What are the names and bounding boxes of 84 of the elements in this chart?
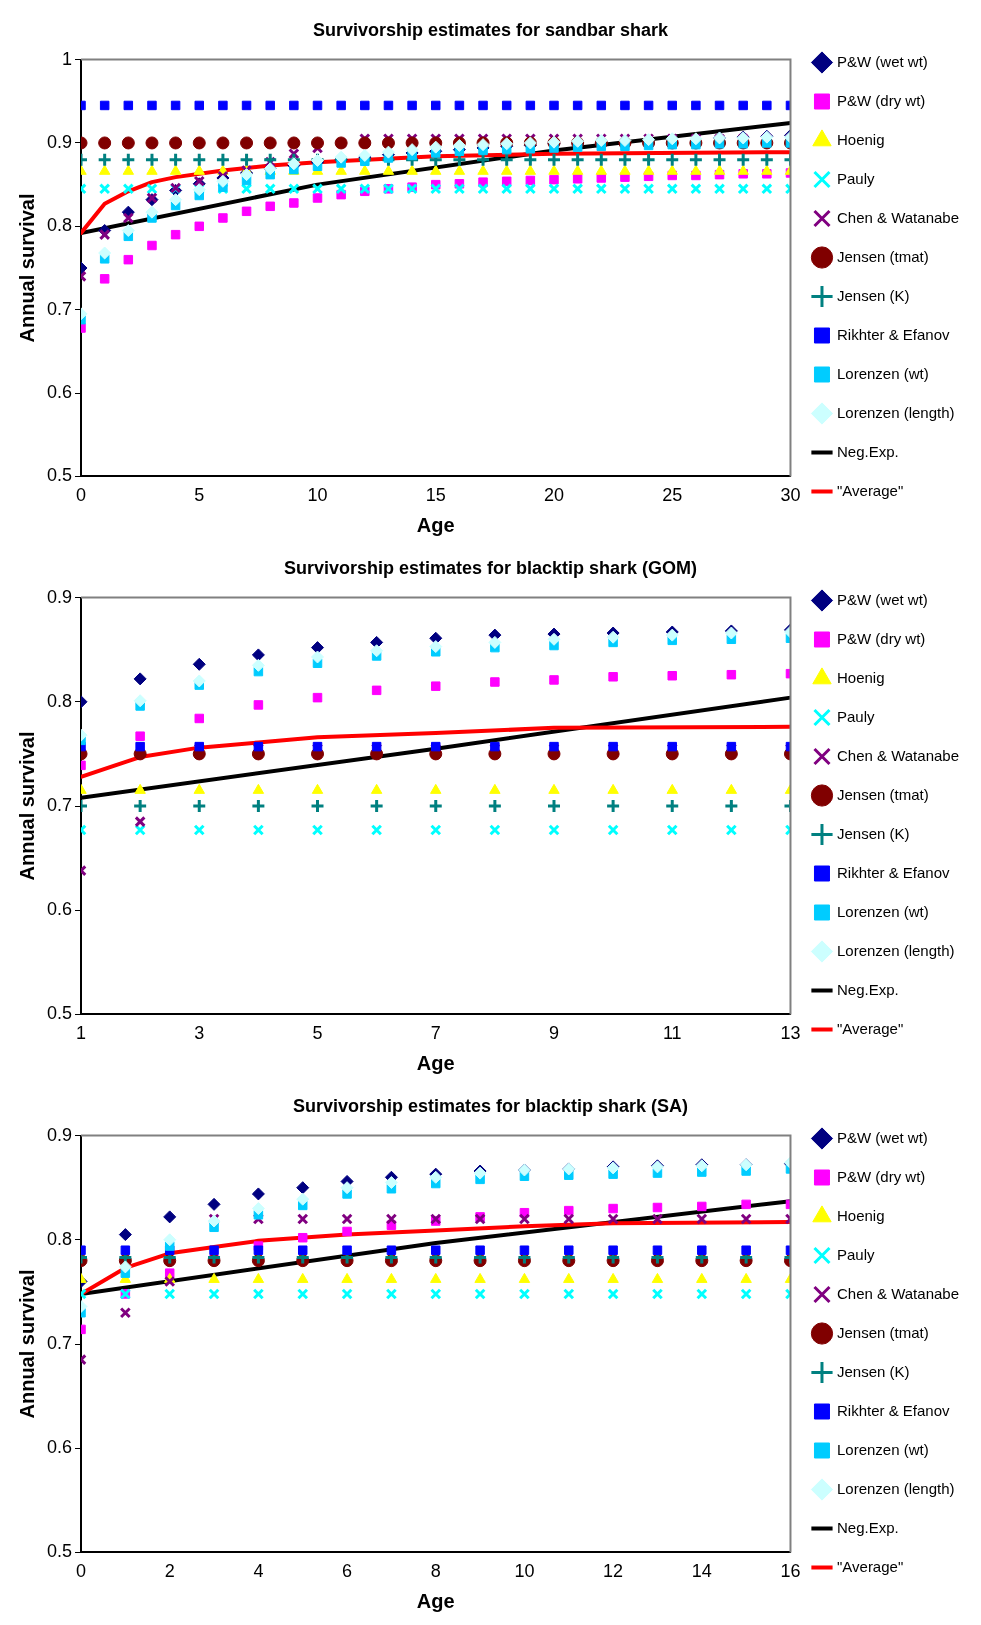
x-tick-label: 1 <box>76 1023 87 1044</box>
legend-label: Chen & Watanabe <box>836 1284 960 1302</box>
x-tick-label: 8 <box>430 1561 441 1582</box>
legend-label: P&W (wet wt) <box>836 52 928 70</box>
legend-label: Neg.Exp. <box>836 980 899 998</box>
legend-label: Lorenzen (wt) <box>836 364 929 382</box>
y-tick-label: 0.5 <box>46 1003 73 1024</box>
legend-label: Rikhter & Efanov <box>836 863 951 881</box>
legend-label: Pauly <box>836 707 875 725</box>
legend-label: Jensen (K) <box>836 286 910 304</box>
legend-label: Pauly <box>836 169 875 187</box>
legend-label: Chen & Watanabe <box>836 746 960 764</box>
x-tick-label: 5 <box>312 1023 323 1044</box>
x-tick-label: 9 <box>548 1023 559 1044</box>
legend-label: Neg.Exp. <box>836 1518 899 1536</box>
y-axis-title: Annual survival <box>15 1269 38 1419</box>
x-tick-label: 30 <box>780 485 801 506</box>
y-tick-label: 0.7 <box>46 1332 73 1353</box>
legend-label: "Average" <box>836 481 904 499</box>
legend-label: "Average" <box>836 1557 904 1575</box>
legend-label: Lorenzen (wt) <box>836 1440 929 1458</box>
legend-label: Hoenig <box>836 1206 885 1224</box>
legend-label: P&W (wet wt) <box>836 1128 928 1146</box>
x-tick-label: 0 <box>76 485 87 506</box>
x-tick-label: 16 <box>780 1561 801 1582</box>
y-tick-label: 0.5 <box>46 465 73 486</box>
legend-label: Hoenig <box>836 130 885 148</box>
y-tick-label: 0.7 <box>46 298 73 319</box>
legend-label: P&W (dry wt) <box>836 91 926 109</box>
legend-label: Lorenzen (length) <box>836 941 955 959</box>
legend-label: P&W (dry wt) <box>836 629 926 647</box>
legend-label: Lorenzen (wt) <box>836 902 929 920</box>
chart-title: Survivorship estimates for blacktip shark (SA) <box>292 1095 689 1116</box>
x-tick-label: 15 <box>425 485 446 506</box>
y-tick-label: 1 <box>62 48 73 69</box>
y-tick-label: 0.8 <box>46 215 73 236</box>
chart-title: Survivorship estimates for blacktip shark (GOM) <box>283 557 698 578</box>
legend-label: Lorenzen (length) <box>836 403 955 421</box>
y-tick-label: 0.8 <box>46 1228 73 1249</box>
legend-label: Lorenzen (length) <box>836 1479 955 1497</box>
legend-label: P&W (wet wt) <box>836 590 928 608</box>
x-tick-label: 13 <box>780 1023 801 1044</box>
legend-label: Pauly <box>836 1245 875 1263</box>
x-tick-label: 25 <box>662 485 683 506</box>
x-tick-label: 7 <box>430 1023 441 1044</box>
x-tick-label: 14 <box>691 1561 712 1582</box>
legend-label: Rikhter & Efanov <box>836 325 951 343</box>
y-tick-label: 0.6 <box>46 382 73 403</box>
x-tick-label: 4 <box>253 1561 264 1582</box>
y-tick-label: 0.6 <box>46 899 73 920</box>
x-axis-title: Age <box>416 513 455 536</box>
y-axis-title: Annual survival <box>15 731 38 881</box>
x-tick-label: 10 <box>514 1561 535 1582</box>
legend-label: Jensen (tmat) <box>836 1323 929 1341</box>
x-axis-title: Age <box>416 1589 455 1612</box>
legend-label: Jensen (tmat) <box>836 247 929 265</box>
x-tick-label: 2 <box>164 1561 175 1582</box>
legend-label: Rikhter & Efanov <box>836 1401 951 1419</box>
y-tick-label: 0.8 <box>46 690 73 711</box>
legend-label: Neg.Exp. <box>836 442 899 460</box>
legend-label: Hoenig <box>836 668 885 686</box>
y-axis-title: Annual survival <box>15 193 38 343</box>
y-tick-label: 0.9 <box>46 1124 73 1145</box>
y-tick-label: 0.7 <box>46 794 73 815</box>
x-tick-label: 3 <box>194 1023 205 1044</box>
x-tick-label: 0 <box>76 1561 87 1582</box>
x-tick-label: 6 <box>342 1561 353 1582</box>
legend-label: "Average" <box>836 1019 904 1037</box>
chart-title: Survivorship estimates for sandbar shark <box>312 19 670 40</box>
y-tick-label: 0.5 <box>46 1541 73 1562</box>
x-tick-label: 20 <box>543 485 565 506</box>
legend-label: Chen & Watanabe <box>836 208 960 226</box>
y-tick-label: 0.9 <box>46 586 73 607</box>
x-tick-label: 10 <box>307 485 328 506</box>
legend-label: Jensen (K) <box>836 1362 910 1380</box>
x-tick-label: 11 <box>662 1023 682 1044</box>
y-tick-label: 0.9 <box>46 131 73 152</box>
x-tick-label: 5 <box>194 485 205 506</box>
x-tick-label: 12 <box>603 1561 624 1582</box>
legend-label: Jensen (K) <box>836 824 910 842</box>
x-axis-title: Age <box>416 1051 455 1074</box>
legend-label: P&W (dry wt) <box>836 1167 926 1185</box>
legend-label: Jensen (tmat) <box>836 785 929 803</box>
y-tick-label: 0.6 <box>46 1437 73 1458</box>
